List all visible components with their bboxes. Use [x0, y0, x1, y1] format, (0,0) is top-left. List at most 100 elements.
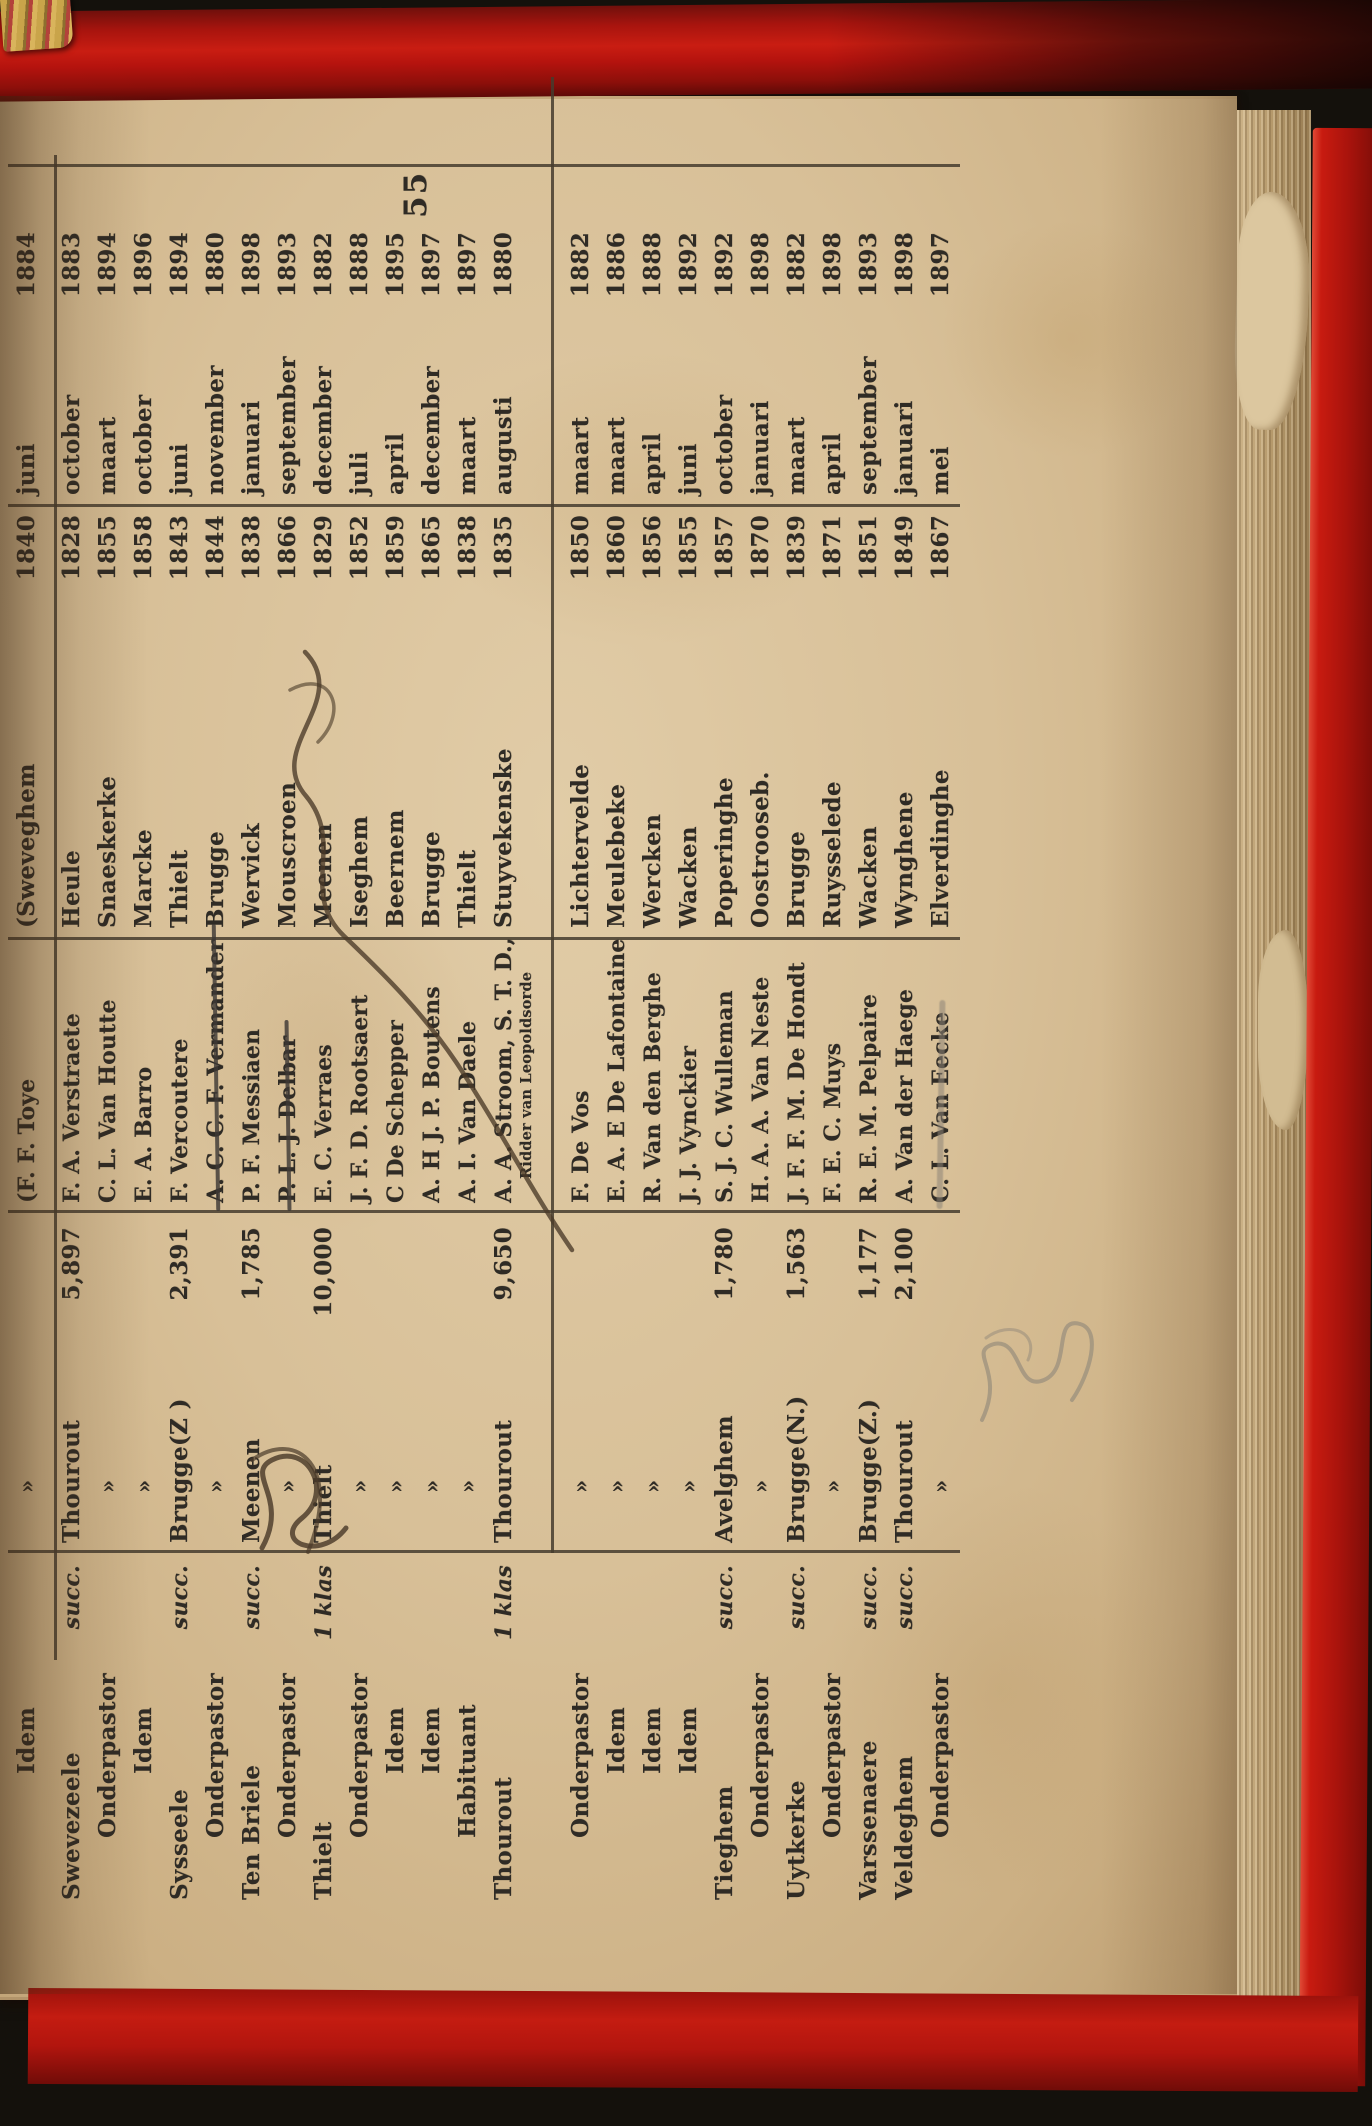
- birth-year: 1870: [747, 515, 774, 581]
- post-cell: Uytkerke: [783, 1780, 810, 1900]
- name-cell: A. C. C. F. Vermander: [199, 940, 233, 1213]
- name-cell: S. J. C. Wulleman: [708, 940, 742, 1213]
- priest-name: A. Van der Haege: [892, 989, 918, 1203]
- table-row: Onderpastor » J. F. D. Rootsaert Iseghem 185…: [343, 230, 379, 1900]
- birth-cell: Brugge 1865: [415, 507, 449, 940]
- priest-name: R. Van den Berghe: [640, 972, 666, 1203]
- birth-year: 1866: [274, 515, 301, 581]
- succession-place-cell: »: [600, 1213, 634, 1553]
- birth-cell: (Sweveghem 1840: [10, 507, 44, 940]
- class-cell: succ.: [892, 1565, 918, 1630]
- ditto-mark: »: [131, 1479, 156, 1493]
- birth-place: Stuyvekenske: [490, 748, 517, 928]
- birth-year: 1850: [567, 515, 594, 581]
- succession-place-cell: »: [744, 1213, 778, 1553]
- ordination-year: 1888: [346, 232, 373, 298]
- ordination-cell: juli 1888: [343, 230, 377, 507]
- succession-place-cell: »: [343, 1213, 377, 1553]
- priest-name: S. J. C. Wulleman: [712, 990, 738, 1203]
- birth-cell: Wervick 1838: [235, 507, 269, 940]
- ordination-month: december: [418, 366, 445, 495]
- ordination-cell: december 1882: [307, 230, 341, 507]
- succession-place-cell: »: [564, 1213, 598, 1553]
- class-cell: succ.: [856, 1565, 882, 1630]
- succession-place-cell: »: [415, 1213, 449, 1553]
- page-number: 55: [398, 170, 434, 218]
- ordination-cell: november 1880: [199, 230, 233, 507]
- ordination-month: maart: [603, 416, 630, 495]
- stipend-amount: 1,177: [855, 1227, 882, 1301]
- succession-place-cell: Brugge(Z.) 1,177: [852, 1213, 886, 1553]
- ordination-month: september: [855, 356, 882, 495]
- table-row: Idem » A. H J. P. Boutens Brugge 1865 decembe…: [415, 230, 451, 1900]
- name-cell: A. H J. P. Boutens: [415, 940, 449, 1213]
- birth-year: 1844: [202, 515, 229, 581]
- name-cell: C. L. Van Houtte: [91, 940, 125, 1213]
- ordination-year: 1880: [490, 232, 517, 298]
- birth-cell: Wacken 1855: [672, 507, 706, 940]
- succession-place-cell: »: [127, 1213, 161, 1553]
- ordination-year: 1897: [927, 232, 954, 298]
- class-cell: succ.: [712, 1565, 738, 1630]
- post-cell: Idem: [418, 1706, 445, 1774]
- ordination-cell: april 1898: [816, 230, 850, 507]
- ditto-mark: »: [419, 1479, 444, 1493]
- table-row: Onderpastor » C. L. Van Houtte Snaeskerke 18…: [91, 230, 127, 1900]
- birth-year: 1835: [490, 515, 517, 581]
- table-row: Idem » E. A. Barro Marcke 1858 october 1896: [127, 230, 163, 1900]
- birth-place: Iseghem: [346, 815, 373, 928]
- place-name: Brugge(Z ): [166, 1398, 193, 1543]
- ditto-mark: »: [748, 1479, 773, 1493]
- succession-place-cell: Thielt 10,000: [307, 1213, 341, 1553]
- section-divider: [551, 77, 564, 1553]
- ordination-cell: mei 1897: [924, 230, 958, 507]
- birth-place: Wacken: [675, 826, 702, 928]
- ordination-cell: maart 1894: [91, 230, 125, 507]
- priest-name: J. F. D. Rootsaert: [347, 994, 373, 1203]
- post-cell: Thourout: [490, 1776, 517, 1900]
- ordination-month: october: [58, 394, 85, 495]
- class-cell: 1 klas: [491, 1565, 517, 1641]
- succession-place-cell: »: [10, 1213, 44, 1553]
- birth-place: Brugge: [783, 831, 810, 928]
- birth-cell: Brugge 1844: [199, 507, 233, 940]
- birth-place: Poperinghe: [711, 777, 738, 928]
- succession-place-cell: Meenen 1,785: [235, 1213, 269, 1553]
- ordination-cell: maart 1886: [600, 230, 634, 507]
- birth-year: 1851: [855, 515, 882, 581]
- ordination-month: maart: [567, 416, 594, 495]
- ordination-year: 1897: [454, 232, 481, 298]
- birth-year: 1855: [675, 515, 702, 581]
- succession-place-cell: »: [816, 1213, 850, 1553]
- cover-shadow: [826, 0, 1372, 94]
- ordination-year: 1897: [418, 232, 445, 298]
- priest-name: (F. F. Toye: [14, 1078, 40, 1203]
- birth-cell: Stuyvekenske 1835: [487, 507, 521, 940]
- ordination-cell: april 1895: [379, 230, 413, 507]
- table-row: Onderpastor » P. L. J. Delbar Mouscroen 1866…: [271, 230, 307, 1900]
- ordination-cell: maart 1882: [780, 230, 814, 507]
- birth-cell: Oostrooseb. 1870: [744, 507, 778, 940]
- table-row: Ten Briele succ. Meenen 1,785 P. F. Messiaen…: [235, 230, 271, 1900]
- table-row: Idem » R. Van den Berghe Wercken 1856 april 18…: [636, 230, 672, 1900]
- table-row: Idem » J. J. Vynckier Wacken 1855 juni 1892: [672, 230, 708, 1900]
- ordination-month: maart: [783, 416, 810, 495]
- birth-year: 1857: [711, 515, 738, 581]
- ordination-cell: october 1896: [127, 230, 161, 507]
- class-cell: succ.: [239, 1565, 265, 1630]
- ordination-year: 1898: [891, 232, 918, 298]
- post-cell: Ten Briele: [238, 1764, 265, 1900]
- table-row: Onderpastor » C. L. Van Eecke Elverdinghe 18…: [924, 230, 960, 1900]
- ordination-year: 1882: [567, 232, 594, 298]
- birth-year: 1840: [13, 515, 40, 581]
- place-name: Meenen: [238, 1438, 265, 1543]
- birth-place: (Sweveghem: [13, 763, 40, 928]
- ordination-month: januari: [747, 400, 774, 495]
- ordination-month: april: [819, 432, 846, 495]
- ordination-month: november: [202, 365, 229, 495]
- stipend-amount: 9,650: [490, 1227, 517, 1301]
- place-name: Thourout: [891, 1419, 918, 1543]
- birth-cell: Wacken 1851: [852, 507, 886, 940]
- post-cell: Thielt: [310, 1821, 337, 1900]
- class-cell: 1 klas: [311, 1565, 337, 1641]
